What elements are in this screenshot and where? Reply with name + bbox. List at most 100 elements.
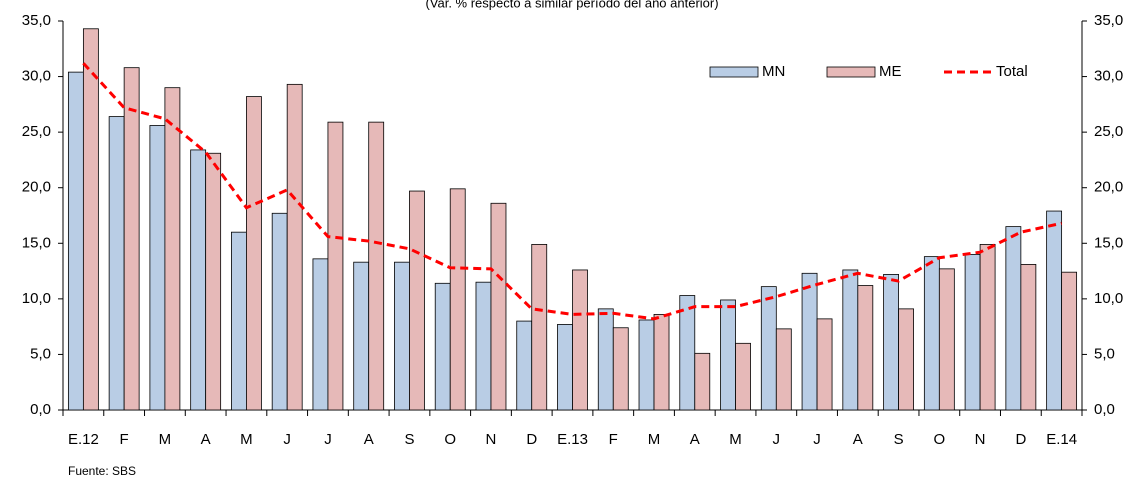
bar: [434, 282, 451, 411]
bar: [898, 308, 914, 411]
bar: [123, 67, 140, 411]
bar: [164, 87, 181, 411]
x-tick-label: E.14: [1046, 431, 1077, 448]
y-tick-label: 35,0: [22, 12, 51, 29]
bar: [842, 269, 859, 411]
source-note: Fuente: SBS: [68, 464, 136, 478]
y-tick-label: 15,0: [22, 234, 51, 251]
bar: [246, 96, 262, 411]
bar: [108, 116, 125, 411]
bar: [1061, 271, 1078, 411]
legend-label: Total: [996, 63, 1028, 80]
bar: [82, 28, 99, 411]
bar: [938, 268, 955, 411]
legend-swatch: [709, 66, 759, 78]
x-tick-label: N: [975, 431, 986, 448]
bar: [979, 243, 996, 411]
bar: [816, 318, 833, 411]
bar: [775, 328, 792, 411]
y2-tick-label: 15,0: [1094, 234, 1123, 251]
bar: [531, 243, 548, 411]
x-tick-label: J: [773, 431, 781, 448]
bar: [572, 269, 588, 411]
x-tick-label: O: [934, 431, 946, 448]
y2-tick-label: 35,0: [1094, 12, 1123, 29]
x-tick-label: A: [364, 431, 374, 448]
line-series: [82, 62, 1062, 321]
bar: [1020, 264, 1037, 411]
y-tick-label: 10,0: [22, 290, 51, 307]
x-tick-label: S: [404, 431, 414, 448]
chart-subtitle: (Var. % respecto a similar período del a…: [425, 0, 718, 10]
bar: [475, 281, 492, 411]
legend-label: MN: [762, 63, 785, 80]
x-tick-label: M: [240, 431, 253, 448]
x-tick-label: M: [159, 431, 172, 448]
y-tick-label: 0,0: [30, 401, 51, 418]
bar: [1005, 226, 1022, 411]
x-tick-label: J: [283, 431, 291, 448]
bar: [720, 299, 736, 411]
y2-tick-label: 10,0: [1094, 290, 1123, 307]
bar: [760, 286, 777, 411]
bar: [883, 274, 899, 411]
bar: [557, 324, 573, 411]
bar: [612, 327, 629, 411]
x-tick-label: E.13: [557, 431, 588, 448]
y-tick-label: 25,0: [22, 123, 51, 140]
bar: [449, 188, 466, 411]
bar: [205, 152, 222, 411]
bar: [801, 272, 818, 411]
x-tick-label: S: [894, 431, 904, 448]
bar: [1046, 210, 1063, 411]
x-tick-label: F: [120, 431, 129, 448]
bar: [409, 190, 425, 411]
legend-swatch: [826, 66, 876, 78]
x-tick-label: J: [324, 431, 332, 448]
bar: [516, 320, 533, 411]
x-tick-label: M: [648, 431, 661, 448]
x-tick-label: D: [526, 431, 537, 448]
bar: [271, 212, 288, 411]
bar: [312, 258, 329, 411]
y2-tick-label: 20,0: [1094, 179, 1123, 196]
bar: [190, 149, 207, 411]
bar: [653, 314, 670, 411]
y-tick-label: 30,0: [22, 68, 51, 85]
bar: [67, 71, 84, 411]
y2-tick-label: 30,0: [1094, 68, 1123, 85]
y2-tick-label: 25,0: [1094, 123, 1123, 140]
bar: [490, 202, 507, 411]
bar: [679, 295, 696, 411]
bar: [964, 253, 981, 411]
bar: [923, 256, 940, 411]
bar: [735, 342, 751, 411]
x-tick-label: J: [813, 431, 821, 448]
x-tick-label: M: [729, 431, 742, 448]
x-tick-label: A: [201, 431, 211, 448]
bar: [353, 261, 370, 411]
y2-tick-label: 0,0: [1094, 401, 1115, 418]
bar: [327, 121, 344, 411]
bar: [368, 121, 385, 411]
bar: [286, 83, 303, 411]
bar: [231, 231, 247, 411]
bar: [394, 261, 410, 411]
y-tick-label: 20,0: [22, 179, 51, 196]
x-tick-label: E.12: [68, 431, 99, 448]
y2-tick-label: 5,0: [1094, 345, 1115, 362]
x-tick-label: A: [853, 431, 863, 448]
x-tick-label: O: [444, 431, 456, 448]
x-tick-label: N: [486, 431, 497, 448]
bar: [149, 125, 166, 411]
bar: [597, 308, 614, 411]
legend-label: ME: [879, 63, 902, 80]
y-tick-label: 5,0: [30, 345, 51, 362]
bar: [694, 352, 711, 411]
x-tick-label: F: [609, 431, 618, 448]
x-tick-label: D: [1015, 431, 1026, 448]
x-tick-label: A: [690, 431, 700, 448]
bar: [638, 319, 655, 411]
